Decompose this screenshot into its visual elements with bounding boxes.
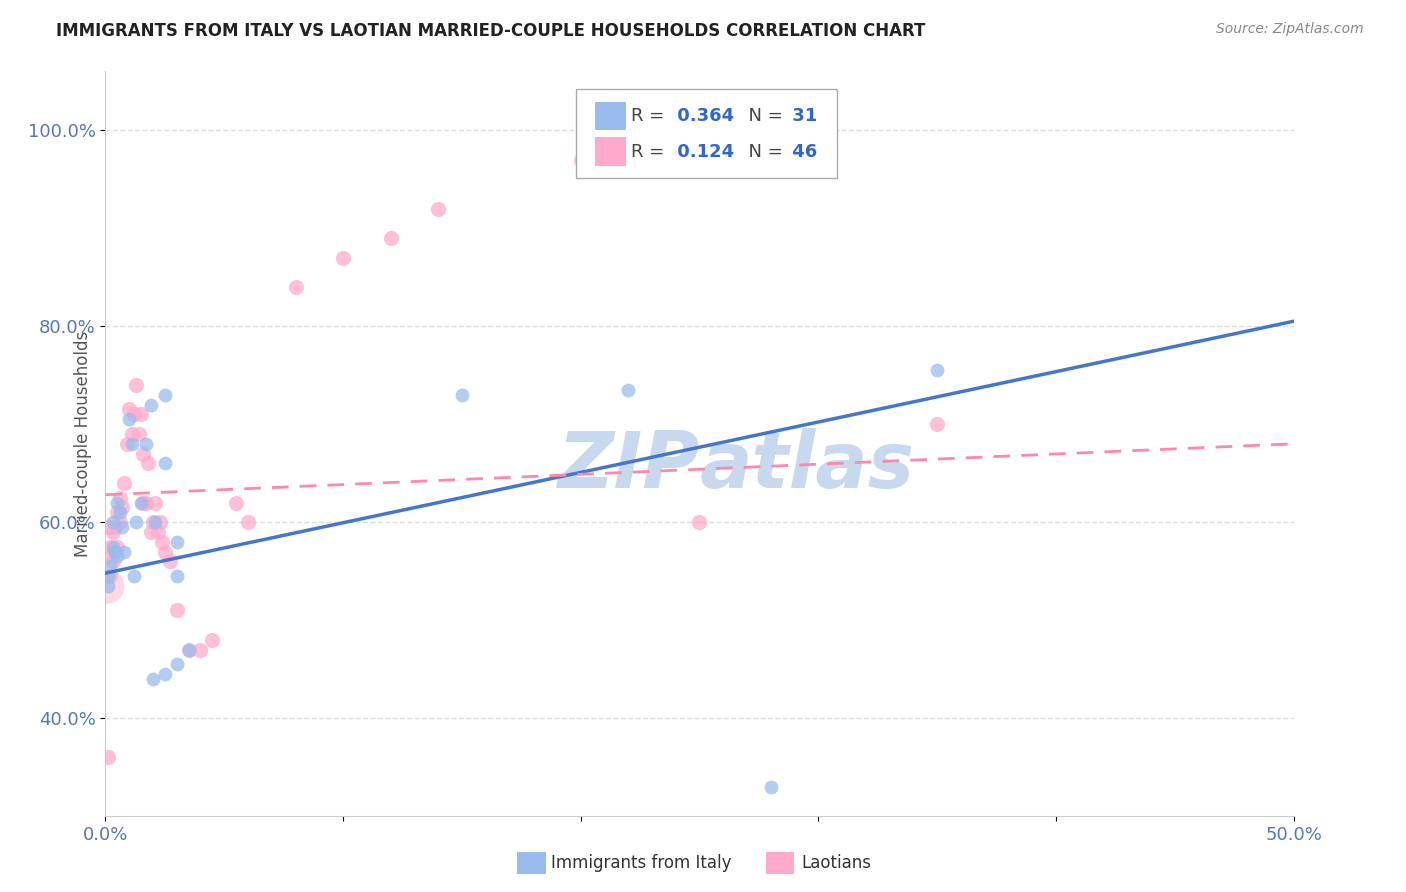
Point [105, 549, 128, 564]
Point [689, 515, 711, 529]
Point [96, 579, 118, 593]
Point [104, 544, 127, 558]
Point [143, 495, 166, 509]
Text: 46: 46 [786, 143, 817, 161]
Point [98, 559, 121, 574]
Point [121, 437, 143, 451]
Point [97, 520, 120, 534]
Point [121, 427, 143, 442]
Point [380, 231, 402, 245]
Point [125, 378, 148, 392]
Point [132, 446, 155, 460]
Point [152, 534, 174, 549]
Point [111, 500, 134, 515]
Point [108, 505, 131, 519]
Point [153, 667, 176, 681]
Point [166, 603, 188, 617]
Point [118, 402, 141, 417]
Point [125, 515, 148, 529]
Text: 0.364: 0.364 [671, 107, 734, 125]
Text: 31: 31 [786, 107, 817, 125]
Point [98, 540, 121, 554]
Point [177, 642, 200, 657]
Text: N =: N = [737, 143, 789, 161]
Point [129, 495, 152, 509]
Point [132, 495, 155, 509]
Point [166, 569, 188, 583]
Point [925, 363, 948, 377]
Point [225, 495, 247, 509]
Point [136, 456, 159, 470]
Point [139, 524, 162, 539]
Point [108, 515, 131, 529]
Point [111, 520, 134, 534]
Point [105, 495, 128, 509]
Text: IMMIGRANTS FROM ITALY VS LAOTIAN MARRIED-COUPLE HOUSEHOLDS CORRELATION CHART: IMMIGRANTS FROM ITALY VS LAOTIAN MARRIED… [56, 22, 925, 40]
Point [118, 412, 141, 426]
Point [104, 520, 127, 534]
Point [108, 491, 131, 505]
Point [122, 569, 145, 583]
Point [450, 388, 472, 402]
Point [617, 383, 640, 397]
Point [115, 437, 138, 451]
Point [101, 524, 124, 539]
Point [153, 456, 176, 470]
Point [153, 544, 176, 558]
Point [159, 554, 181, 568]
Point [97, 569, 120, 583]
Text: N =: N = [737, 107, 789, 125]
Point [105, 540, 128, 554]
Point [139, 398, 162, 412]
Point [759, 780, 782, 794]
Point [201, 632, 224, 647]
Point [166, 657, 188, 672]
Text: R =: R = [631, 107, 671, 125]
Point [569, 153, 592, 167]
Point [129, 408, 152, 422]
Point [97, 549, 120, 564]
Point [97, 579, 120, 593]
Point [98, 569, 121, 583]
Point [332, 251, 354, 265]
Point [149, 515, 172, 529]
Text: ZIP: ZIP [557, 428, 700, 504]
Point [114, 544, 136, 558]
Point [427, 202, 450, 216]
Point [105, 505, 128, 519]
Point [97, 750, 120, 764]
Text: Source: ZipAtlas.com: Source: ZipAtlas.com [1216, 22, 1364, 37]
Point [101, 540, 124, 554]
Point [925, 417, 948, 432]
Point [153, 388, 176, 402]
Text: Immigrants from Italy: Immigrants from Italy [551, 855, 731, 872]
Point [146, 524, 169, 539]
Point [114, 475, 136, 490]
Point [101, 554, 124, 568]
Point [284, 280, 307, 294]
Point [143, 515, 166, 529]
Point [101, 515, 124, 529]
Point [122, 408, 145, 422]
Text: 0.124: 0.124 [671, 143, 734, 161]
Text: Laotians: Laotians [801, 855, 872, 872]
Point [142, 515, 165, 529]
Point [135, 495, 157, 509]
Point [135, 437, 157, 451]
Point [166, 534, 188, 549]
Point [142, 672, 165, 686]
Point [190, 642, 212, 657]
Point [177, 642, 200, 657]
Point [236, 515, 259, 529]
Text: R =: R = [631, 143, 671, 161]
Y-axis label: Married-couple Households: Married-couple Households [73, 331, 91, 557]
Text: atlas: atlas [700, 428, 914, 504]
Point [128, 427, 150, 442]
